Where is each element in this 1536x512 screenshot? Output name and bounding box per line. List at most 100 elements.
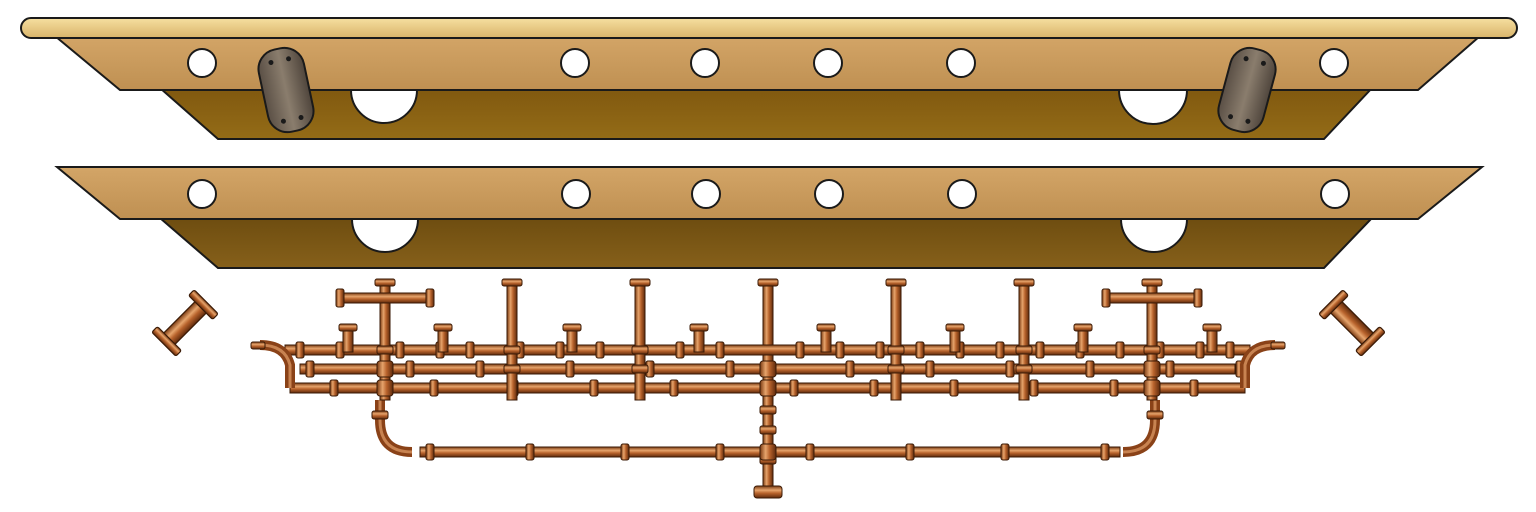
pipe-coupling — [845, 360, 855, 378]
plank-cutout-left — [350, 218, 420, 253]
pipe-cap — [1101, 288, 1111, 308]
pipe-coupling — [1015, 345, 1033, 355]
bracket-right — [1217, 46, 1277, 134]
pipe-joint-left — [151, 289, 219, 357]
pipe-segment — [1018, 279, 1030, 401]
pipe-coupling — [875, 341, 885, 359]
pipe-junction — [376, 379, 394, 397]
pipe-coupling — [555, 341, 565, 359]
pipe-segment — [284, 344, 1251, 356]
pipe-junction — [759, 360, 777, 378]
pipe-flange — [945, 323, 965, 332]
plank-cutout-right — [1119, 218, 1189, 253]
pipe-coupling — [1109, 379, 1119, 397]
pipe-coupling — [1100, 443, 1110, 461]
pipe-coupling — [305, 360, 315, 378]
pipe-coupling — [1005, 360, 1015, 378]
hole — [187, 179, 217, 209]
pipe-elbow — [259, 340, 295, 388]
pipe-coupling — [503, 345, 521, 355]
pipe-coupling — [631, 364, 649, 374]
pipe-flange — [689, 323, 709, 332]
pipe-coupling — [887, 364, 905, 374]
pipe-flange — [757, 278, 779, 287]
pipe-coupling — [1000, 443, 1010, 461]
pipe-elbow — [1240, 340, 1276, 388]
pipe-junction — [759, 443, 777, 461]
pipe-junction — [759, 379, 777, 397]
top-plank-rim — [20, 17, 1518, 39]
pipe-coupling — [525, 443, 535, 461]
pipe-flange — [562, 323, 582, 332]
pipe-coupling — [995, 341, 1005, 359]
pipe-coupling — [1015, 364, 1033, 374]
pipe-coupling — [1225, 341, 1235, 359]
pipe-coupling — [1195, 341, 1205, 359]
hole — [691, 179, 721, 209]
pipe-coupling — [631, 345, 649, 355]
pipe-coupling — [949, 379, 959, 397]
pipe-segment — [506, 279, 518, 401]
pipe-cap — [335, 288, 345, 308]
hole — [690, 48, 720, 78]
pipe-coupling — [465, 341, 475, 359]
pipe-coupling — [595, 341, 605, 359]
hole — [561, 179, 591, 209]
pipe-joint-right — [1318, 289, 1386, 357]
pipe-flange — [1073, 323, 1093, 332]
pipe-elbow-highlight — [1122, 400, 1157, 454]
pipe-coupling — [329, 379, 339, 397]
pipe-coupling — [759, 405, 777, 415]
pipe-flange — [1202, 323, 1222, 332]
pipe-flange — [885, 278, 907, 287]
hole — [187, 48, 217, 78]
copper-pipe-manifold — [250, 278, 1286, 499]
pipe-coupling — [589, 379, 599, 397]
hole — [814, 179, 844, 209]
pipe-segment — [890, 279, 902, 401]
pipe-coupling — [905, 443, 915, 461]
pipe-elbow-highlight — [1243, 343, 1276, 388]
pipe-coupling — [425, 443, 435, 461]
pipe-elbow — [375, 400, 413, 457]
pipe-cap — [1193, 288, 1203, 308]
hole — [1320, 179, 1350, 209]
pipe-coupling — [835, 341, 845, 359]
pipe-coupling — [759, 425, 777, 435]
bracket-left — [257, 46, 315, 134]
pipe-segment — [634, 279, 646, 401]
pipe-segment — [339, 292, 431, 304]
top-plank-cutout-left — [349, 89, 419, 124]
pipe-flange — [629, 278, 651, 287]
pipe-segment — [1105, 292, 1199, 304]
pipe-coupling — [715, 341, 725, 359]
pipe-coupling — [789, 379, 799, 397]
hole — [560, 48, 590, 78]
pipe-coupling — [395, 341, 405, 359]
pipe-elbow — [1122, 400, 1160, 457]
pipe-junction — [1143, 360, 1161, 378]
pipe-coupling — [1029, 379, 1039, 397]
pipe-coupling — [565, 360, 575, 378]
pipe-coupling — [725, 360, 735, 378]
pipe-base-flange — [753, 485, 783, 499]
pipe-coupling — [295, 341, 305, 359]
pipe-coupling — [1146, 410, 1164, 420]
plank-panel — [54, 166, 1485, 269]
pipe-flange — [338, 323, 358, 332]
pipe-flange — [1013, 278, 1035, 287]
hole — [947, 179, 977, 209]
pipe-cap — [425, 288, 435, 308]
pipe-coupling — [915, 341, 925, 359]
pipe-coupling — [805, 443, 815, 461]
top-plank-with-brackets — [20, 17, 1518, 140]
pipe-junction — [376, 360, 394, 378]
pipe-coupling — [669, 379, 679, 397]
pipe-coupling — [376, 345, 394, 355]
pipe-flange — [374, 278, 396, 287]
plank-holes — [187, 179, 1350, 209]
pipe-coupling — [869, 379, 879, 397]
plank-face — [54, 166, 1485, 220]
